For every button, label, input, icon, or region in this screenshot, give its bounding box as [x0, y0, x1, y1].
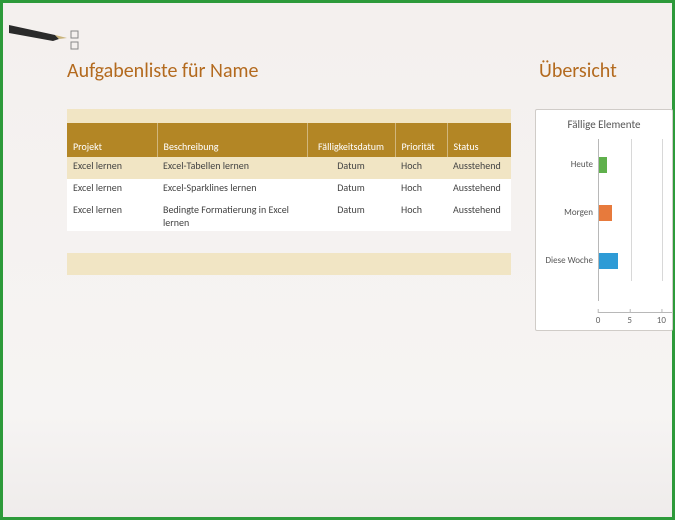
task-table: Projekt Beschreibung Fälligkeitsdatum Pr…: [67, 109, 511, 275]
table-row[interactable]: Excel lernen Excel-Sparklines lernen Dat…: [67, 179, 511, 201]
cell-priority[interactable]: Hoch: [395, 179, 447, 201]
chart-bar: [599, 157, 607, 173]
cell-project[interactable]: Excel lernen: [67, 179, 157, 201]
chart-bar: [599, 253, 618, 269]
chart-gridline: [662, 139, 663, 281]
cell-status[interactable]: Ausstehend: [447, 201, 511, 231]
cell-date[interactable]: Datum: [307, 201, 395, 231]
chart-bar-label: Diese Woche: [539, 255, 599, 266]
page-title: Aufgabenliste für Name: [67, 59, 258, 83]
table-footer-band: [67, 253, 511, 275]
chart-bar-label: Heute: [539, 159, 599, 170]
cell-priority[interactable]: Hoch: [395, 157, 447, 179]
overview-title: Übersicht: [539, 59, 617, 83]
col-duedate[interactable]: Fälligkeitsdatum: [307, 123, 395, 157]
cell-status[interactable]: Ausstehend: [447, 179, 511, 201]
cell-status[interactable]: Ausstehend: [447, 157, 511, 179]
col-status[interactable]: Status: [447, 123, 511, 157]
due-items-chart: Fällige Elemente HeuteMorgenDiese Woche …: [535, 109, 673, 331]
chart-tick: 0: [596, 309, 601, 326]
chart-x-axis: 0 5 10: [598, 312, 672, 326]
cell-desc[interactable]: Excel-Sparklines lernen: [157, 179, 307, 201]
pen-illustration: [9, 21, 89, 51]
cell-desc[interactable]: Excel-Tabellen lernen: [157, 157, 307, 179]
cell-date[interactable]: Datum: [307, 157, 395, 179]
cell-project[interactable]: Excel lernen: [67, 201, 157, 231]
chart-bar-label: Morgen: [539, 207, 599, 218]
col-priority[interactable]: Priorität: [395, 123, 447, 157]
template-frame: Aufgabenliste für Name Übersicht Projekt…: [0, 0, 675, 520]
col-description[interactable]: Beschreibung: [157, 123, 307, 157]
cell-desc[interactable]: Bedingte Formatierung in Excel lernen: [157, 201, 307, 231]
cell-date[interactable]: Datum: [307, 179, 395, 201]
cell-project[interactable]: Excel lernen: [67, 157, 157, 179]
chart-gridline: [631, 139, 632, 281]
chart-tick: 10: [657, 309, 666, 326]
col-project[interactable]: Projekt: [67, 123, 157, 157]
cell-priority[interactable]: Hoch: [395, 201, 447, 231]
table-header-row: Projekt Beschreibung Fälligkeitsdatum Pr…: [67, 123, 511, 157]
chart-plot: HeuteMorgenDiese Woche: [598, 139, 672, 301]
chart-bar: [599, 205, 612, 221]
table-row[interactable]: Excel lernen Excel-Tabellen lernen Datum…: [67, 157, 511, 179]
chart-tick: 5: [627, 309, 632, 326]
table-row[interactable]: Excel lernen Bedingte Formatierung in Ex…: [67, 201, 511, 231]
chart-title: Fällige Elemente: [536, 118, 672, 131]
spacer-row: [67, 231, 511, 253]
